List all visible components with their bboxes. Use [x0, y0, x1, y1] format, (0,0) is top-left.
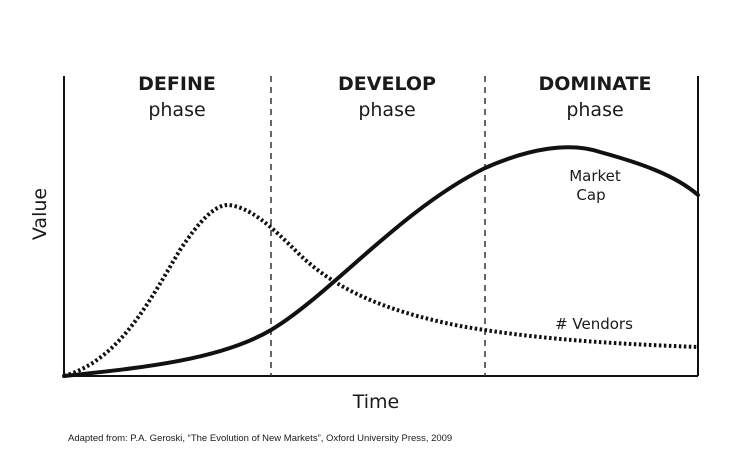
source-note: Adapted from: P.A. Geroski, “The Evoluti… [68, 433, 452, 444]
phase-subtitle-dominate: phase [566, 99, 623, 121]
phase-title-develop: DEVELOP [338, 73, 436, 95]
vendors-curve [63, 202, 699, 378]
phase-subtitle-define: phase [148, 99, 205, 121]
vendors-label: # Vendors [555, 315, 633, 333]
market-cap-label-line1: Market [569, 167, 621, 185]
market-cap-label-line2: Cap [576, 186, 605, 204]
phase-subtitle-develop: phase [358, 99, 415, 121]
x-axis-label: Time [352, 391, 400, 413]
market-cap-curve [62, 145, 700, 378]
phase-title-define: DEFINE [138, 73, 216, 95]
phase-title-dominate: DOMINATE [539, 73, 652, 95]
y-axis-label: Value [29, 188, 51, 240]
